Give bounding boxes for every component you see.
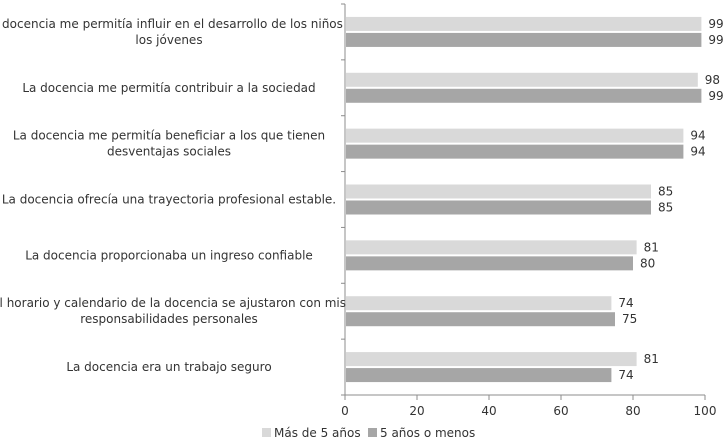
category-label-line: La docencia era un trabajo seguro xyxy=(66,360,271,374)
legend-label: 5 años o menos xyxy=(380,426,475,440)
category-label: La docencia ofrecía una trayectoria prof… xyxy=(2,193,336,207)
x-tick-label: 80 xyxy=(625,404,640,418)
category-label: La docencia me permitía beneficiar a los… xyxy=(13,129,325,159)
category-label: La docencia era un trabajo seguro xyxy=(66,360,271,374)
legend-swatch xyxy=(368,428,377,437)
data-label: 94 xyxy=(690,129,705,143)
x-tick-label: 100 xyxy=(694,404,717,418)
data-label: 75 xyxy=(622,312,637,326)
category-label-line: La docencia me permitía beneficiar a los… xyxy=(13,129,325,143)
category-label-line: El horario y calendario de la docencia s… xyxy=(0,296,346,310)
bar xyxy=(346,352,637,367)
bar xyxy=(346,128,684,143)
bar xyxy=(346,200,651,215)
bar xyxy=(346,256,633,271)
x-tick-label: 0 xyxy=(341,404,349,418)
category-label-line: los jóvenes xyxy=(135,33,202,47)
bar xyxy=(346,312,615,327)
category-label-line: desventajas sociales xyxy=(107,145,231,159)
category-label: La docencia me permitía influir en el de… xyxy=(0,17,354,47)
axes: 0 20 40 60 80 100 La docencia me permitía infl… xyxy=(0,3,717,418)
data-label: 81 xyxy=(644,240,659,254)
category-label: La docencia proporcionaba un ingreso con… xyxy=(25,248,313,262)
category-label-line: La docencia me permitía influir en el de… xyxy=(0,17,354,31)
bar xyxy=(346,368,612,383)
category-label-line: La docencia ofrecía una trayectoria prof… xyxy=(2,193,336,207)
x-tick-label: 60 xyxy=(553,404,568,418)
category-label-line: La docencia proporcionaba un ingreso con… xyxy=(25,248,313,262)
data-label: 99 xyxy=(708,17,723,31)
bar xyxy=(346,240,637,255)
legend-label: Más de 5 años xyxy=(274,426,361,440)
category-label-line: La docencia me permitía contribuir a la … xyxy=(22,81,315,95)
data-label: 81 xyxy=(644,352,659,366)
x-tick-label: 20 xyxy=(409,404,424,418)
data-label: 74 xyxy=(618,296,633,310)
legend-swatch xyxy=(262,428,271,437)
category-label: El horario y calendario de la docencia s… xyxy=(0,296,346,326)
data-label: 85 xyxy=(658,185,673,199)
bar xyxy=(346,88,702,103)
bars: 99 99 98 99 94 94 85 85 81 80 74 75 81 74 xyxy=(346,16,724,383)
data-label: 94 xyxy=(690,145,705,159)
data-label: 99 xyxy=(708,89,723,103)
data-label: 99 xyxy=(708,33,723,47)
data-label: 80 xyxy=(640,256,655,270)
bar xyxy=(346,72,698,87)
x-tick-label: 40 xyxy=(481,404,496,418)
data-label: 98 xyxy=(705,73,720,87)
bar xyxy=(346,296,612,311)
bar xyxy=(346,184,651,199)
bar xyxy=(346,32,702,47)
category-label: La docencia me permitía contribuir a la … xyxy=(22,81,315,95)
bar xyxy=(346,16,702,31)
data-label: 74 xyxy=(618,368,633,382)
data-label: 85 xyxy=(658,201,673,215)
legend: Más de 5 años 5 años o menos xyxy=(262,426,475,440)
category-label-line: responsabilidades personales xyxy=(80,312,258,326)
bar xyxy=(346,144,684,159)
